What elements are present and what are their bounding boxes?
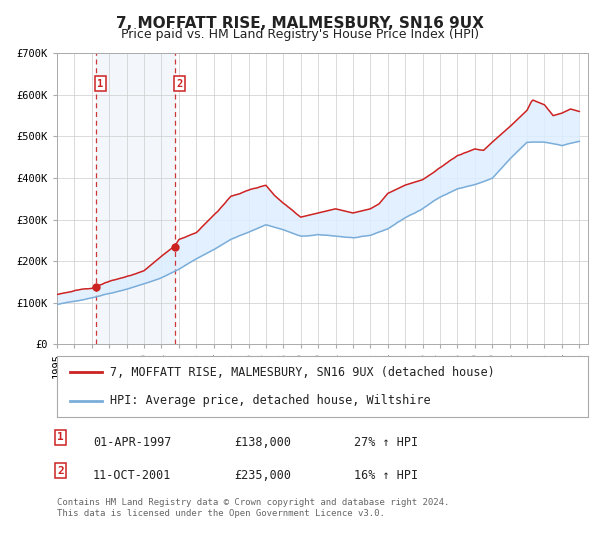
Text: 16% ↑ HPI: 16% ↑ HPI — [354, 469, 418, 482]
Text: 2: 2 — [176, 79, 182, 89]
Text: 2: 2 — [57, 466, 64, 476]
Text: £138,000: £138,000 — [234, 436, 291, 449]
Text: 1: 1 — [57, 432, 64, 442]
Text: 1: 1 — [97, 79, 104, 89]
Text: 7, MOFFATT RISE, MALMESBURY, SN16 9UX (detached house): 7, MOFFATT RISE, MALMESBURY, SN16 9UX (d… — [110, 366, 495, 379]
Text: 11-OCT-2001: 11-OCT-2001 — [93, 469, 172, 482]
Text: £235,000: £235,000 — [234, 469, 291, 482]
Bar — [96, 53, 175, 344]
Text: Contains HM Land Registry data © Crown copyright and database right 2024.
This d: Contains HM Land Registry data © Crown c… — [57, 498, 449, 518]
Text: Price paid vs. HM Land Registry's House Price Index (HPI): Price paid vs. HM Land Registry's House … — [121, 28, 479, 41]
Text: 27% ↑ HPI: 27% ↑ HPI — [354, 436, 418, 449]
Text: 01-APR-1997: 01-APR-1997 — [93, 436, 172, 449]
Text: HPI: Average price, detached house, Wiltshire: HPI: Average price, detached house, Wilt… — [110, 394, 431, 407]
Text: 7, MOFFATT RISE, MALMESBURY, SN16 9UX: 7, MOFFATT RISE, MALMESBURY, SN16 9UX — [116, 16, 484, 31]
